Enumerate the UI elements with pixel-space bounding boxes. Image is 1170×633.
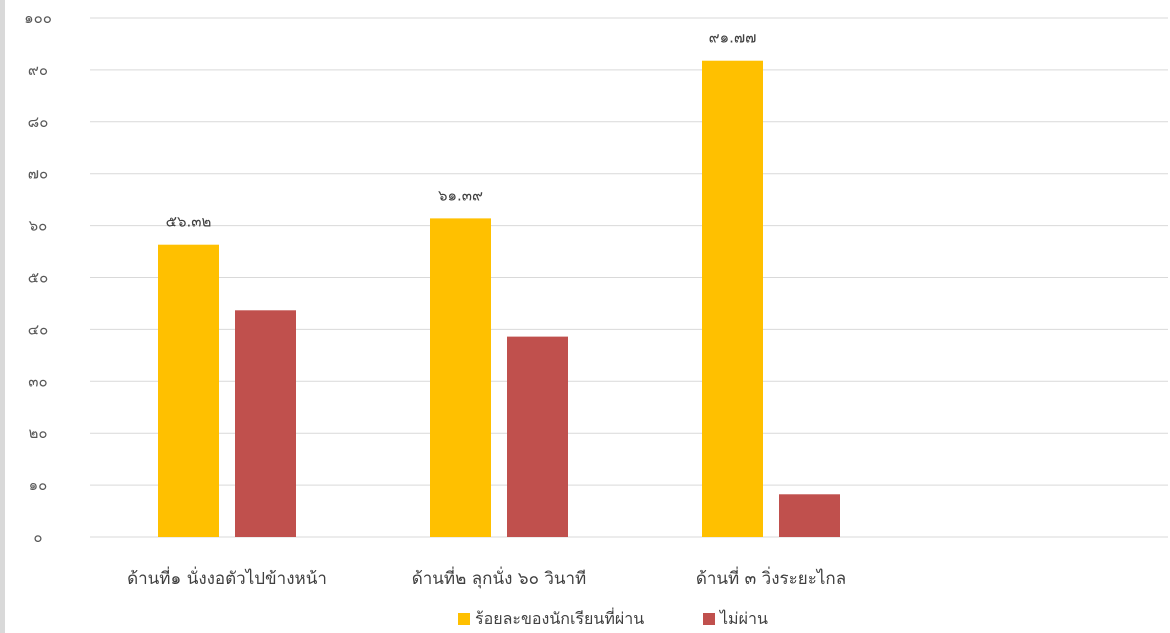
data-labels: ๕๖.๓๒ ๖๑.๓๙ ๙๑.๗๗ <box>166 29 757 231</box>
legend-label: ร้อยละของนักเรียนที่ผ่าน <box>475 607 644 628</box>
y-tick-label: ๕๐ <box>28 269 49 287</box>
y-tick-label: ๗๐ <box>28 165 48 183</box>
bar-passed <box>158 244 219 537</box>
bar-failed <box>235 310 296 537</box>
bar-passed <box>702 60 763 538</box>
y-tick-label: ๒๐ <box>28 424 47 442</box>
category-label: ด้านที่๑ นั่งงอตัวไปข้างหน้า <box>127 566 327 589</box>
y-axis-tick-labels: ๐ ๑๐ ๒๐ ๓๐ ๔๐ ๕๐ ๖๐ ๗๐ ๘๐ ๙๐ ๑๐๐ <box>24 9 52 546</box>
y-tick-label: ๔๐ <box>28 320 49 338</box>
chart-frame-left-border <box>0 0 5 633</box>
y-tick-label: ๐ <box>33 528 42 546</box>
data-label: ๕๖.๓๒ <box>166 213 212 231</box>
legend-label: ไม่ผ่าน <box>718 609 768 628</box>
legend: ร้อยละของนักเรียนที่ผ่าน ไม่ผ่าน <box>458 607 768 628</box>
bar-failed <box>779 494 840 537</box>
x-axis-category-labels: ด้านที่๑ นั่งงอตัวไปข้างหน้า ด้านที่๒ ลุก… <box>127 566 846 589</box>
bars <box>158 60 840 538</box>
data-label: ๙๑.๗๗ <box>709 29 757 47</box>
bar-passed <box>430 218 491 537</box>
category-label: ด้านที่ ๓ วิ่งระยะไกล <box>696 566 846 589</box>
bar-failed <box>507 336 568 537</box>
category-label: ด้านที่๒ ลุกนั่ง ๖๐ วินาที <box>412 566 587 589</box>
data-label: ๖๑.๓๙ <box>438 186 483 204</box>
legend-swatch <box>458 613 470 625</box>
y-tick-label: ๑๐ <box>29 476 48 494</box>
y-tick-label: ๙๐ <box>28 61 48 79</box>
y-tick-label: ๑๐๐ <box>24 9 52 27</box>
y-tick-label: ๖๐ <box>29 217 48 235</box>
y-tick-label: ๘๐ <box>28 113 49 131</box>
legend-swatch <box>703 613 715 625</box>
y-tick-label: ๓๐ <box>28 372 47 390</box>
